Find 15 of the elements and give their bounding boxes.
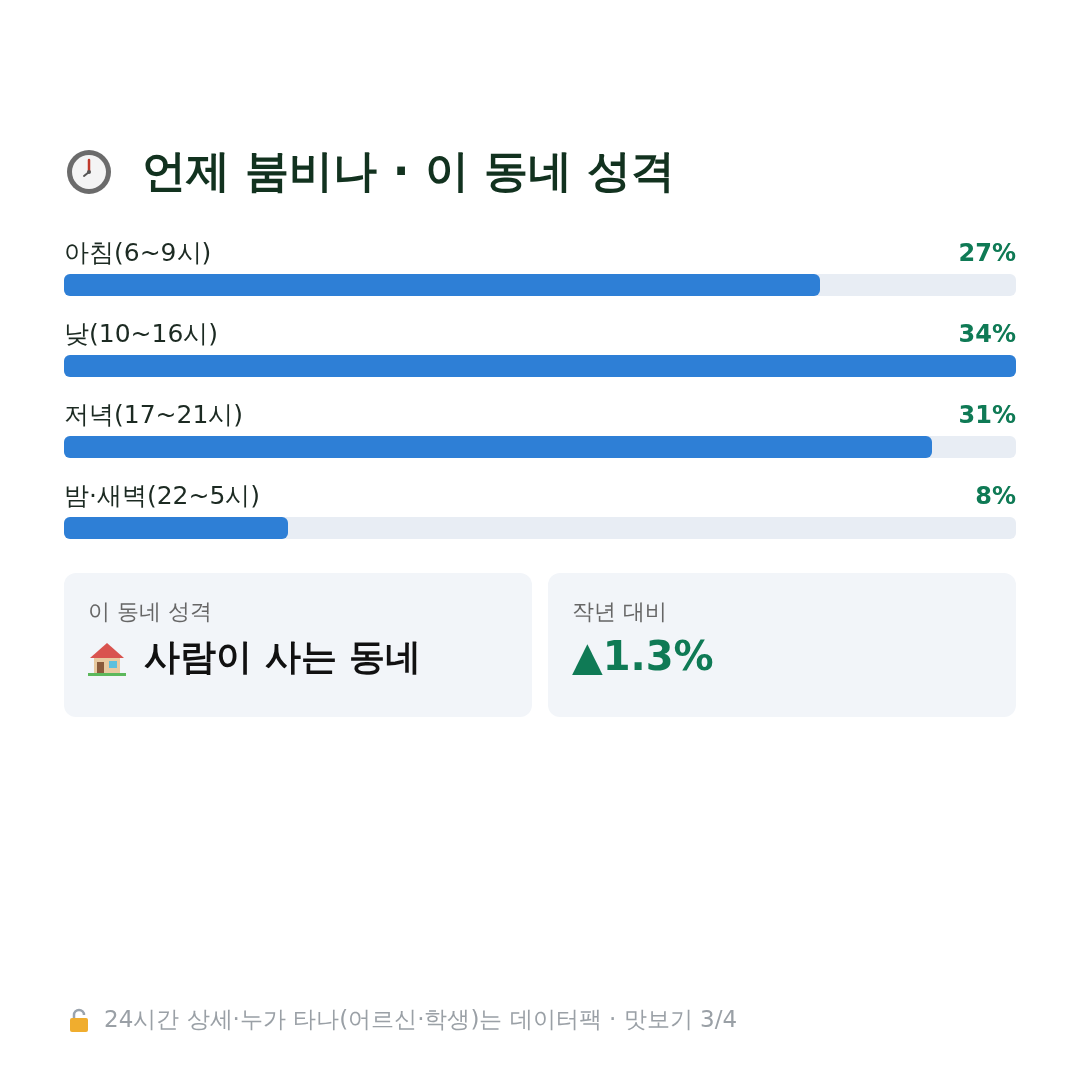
y-tick-label: 낮(10~16시) <box>64 319 219 348</box>
text: 작년 대비 <box>572 598 668 626</box>
text: 24시간 상세·누가 타나(어르신·학생)는 데이터팩 · 맛보기 3/4 <box>104 1005 738 1034</box>
data-label: 27% <box>958 239 1016 267</box>
text: 사람이 사는 동네 <box>144 635 422 679</box>
y-tick-label: 밤·새벽(22~5시) <box>64 481 261 510</box>
data-label: 31% <box>958 401 1016 429</box>
chart-title: 언제 붐비나 · 이 동네 성격 <box>142 144 676 198</box>
text: ▲1.3% <box>572 633 715 679</box>
bar <box>64 517 288 539</box>
data-label: 34% <box>958 320 1016 348</box>
data-label: 8% <box>975 482 1016 510</box>
y-tick-label: 저녁(17~21시) <box>64 400 244 429</box>
y-tick-label: 아침(6~9시) <box>64 238 212 267</box>
text: 이 동네 성격 <box>88 598 213 626</box>
